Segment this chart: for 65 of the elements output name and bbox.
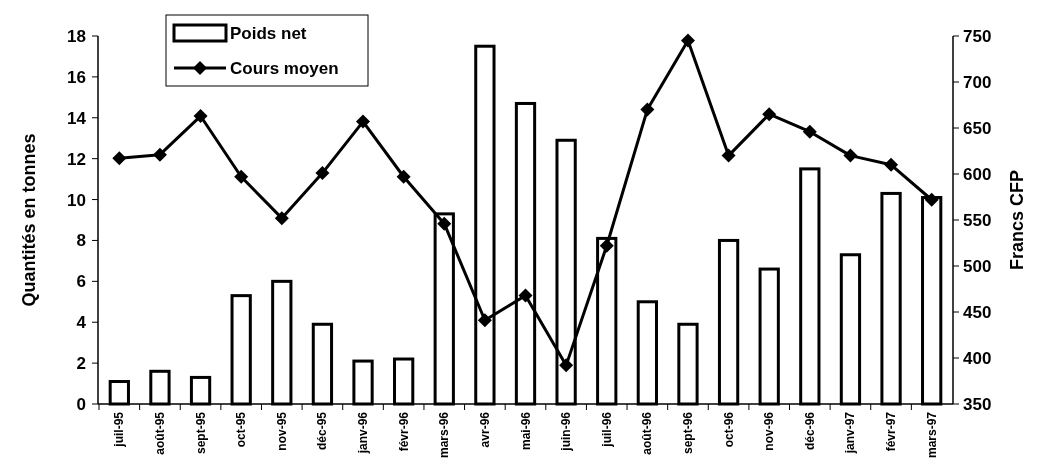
point bbox=[762, 107, 777, 122]
point bbox=[477, 313, 492, 328]
x-tick-label: nov-96 bbox=[762, 411, 777, 451]
point bbox=[193, 109, 208, 124]
y2-tick-label: 350 bbox=[963, 394, 992, 414]
legend-label: Poids net bbox=[230, 23, 307, 43]
x-tick-label: mai-96 bbox=[518, 411, 533, 451]
point bbox=[315, 166, 330, 181]
x-tick-label: févr-97 bbox=[884, 411, 899, 452]
x-tick-label: déc-95 bbox=[315, 411, 330, 451]
y2-tick-label: 400 bbox=[963, 348, 992, 368]
x-tick-label: nov-95 bbox=[274, 411, 289, 451]
y2-tick-label: 450 bbox=[963, 302, 992, 322]
x-tick-label: mars-97 bbox=[924, 411, 939, 459]
x-tick-label: mars-96 bbox=[437, 411, 452, 459]
point bbox=[884, 157, 899, 172]
y2-tick-label: 650 bbox=[963, 118, 992, 138]
y2-tick-label: 550 bbox=[963, 210, 992, 230]
x-tick-label: janv-96 bbox=[356, 411, 371, 455]
x-tick-label: janv-97 bbox=[843, 411, 858, 455]
y-tick-label: 0 bbox=[76, 394, 86, 414]
point bbox=[112, 151, 127, 166]
point bbox=[680, 33, 695, 48]
y-tick-label: 10 bbox=[67, 190, 86, 210]
x-tick-label: juin-96 bbox=[559, 411, 574, 452]
point bbox=[843, 148, 858, 163]
point bbox=[559, 358, 574, 373]
x-tick-label: août-96 bbox=[640, 411, 655, 455]
y-tick-label: 6 bbox=[76, 272, 86, 292]
x-tick-label: févr-96 bbox=[396, 411, 411, 452]
x-tick-label: juil-96 bbox=[599, 411, 614, 448]
point bbox=[234, 169, 249, 184]
point bbox=[802, 124, 817, 139]
point bbox=[518, 288, 533, 303]
legend-label: Cours moyen bbox=[230, 58, 339, 78]
y2-tick-label: 700 bbox=[963, 72, 992, 92]
point bbox=[396, 169, 411, 184]
x-tick-label: sept-96 bbox=[680, 411, 695, 455]
y2-tick-label: 750 bbox=[963, 26, 992, 46]
point bbox=[924, 192, 939, 207]
x-tick-label: sept-95 bbox=[193, 411, 208, 455]
x-tick-label: avr-96 bbox=[477, 411, 492, 448]
point bbox=[437, 216, 452, 231]
y-tick-label: 18 bbox=[67, 26, 86, 46]
y2-tick-label: 600 bbox=[963, 164, 992, 184]
point bbox=[721, 148, 736, 163]
point bbox=[640, 102, 655, 117]
y2-axis-title: Francs CFP bbox=[1007, 169, 1027, 271]
point bbox=[599, 238, 614, 253]
x-tick-label: déc-96 bbox=[802, 411, 817, 451]
y-tick-label: 2 bbox=[76, 354, 86, 374]
y-axis-title: Quantités en tonnes bbox=[19, 133, 39, 307]
y-tick-label: 12 bbox=[67, 149, 86, 169]
x-tick-label: oct-96 bbox=[721, 411, 736, 448]
point bbox=[274, 211, 289, 226]
y-tick-label: 4 bbox=[76, 313, 87, 333]
y-tick-label: 16 bbox=[67, 67, 86, 87]
x-tick-label: oct-95 bbox=[234, 411, 249, 448]
x-tick-label: juil-95 bbox=[112, 411, 127, 448]
point bbox=[356, 114, 371, 129]
y2-tick-label: 500 bbox=[963, 256, 992, 276]
x-tick-label: août-95 bbox=[152, 411, 167, 455]
point bbox=[152, 147, 167, 162]
y-tick-label: 8 bbox=[76, 231, 86, 251]
y-tick-label: 14 bbox=[67, 108, 87, 128]
